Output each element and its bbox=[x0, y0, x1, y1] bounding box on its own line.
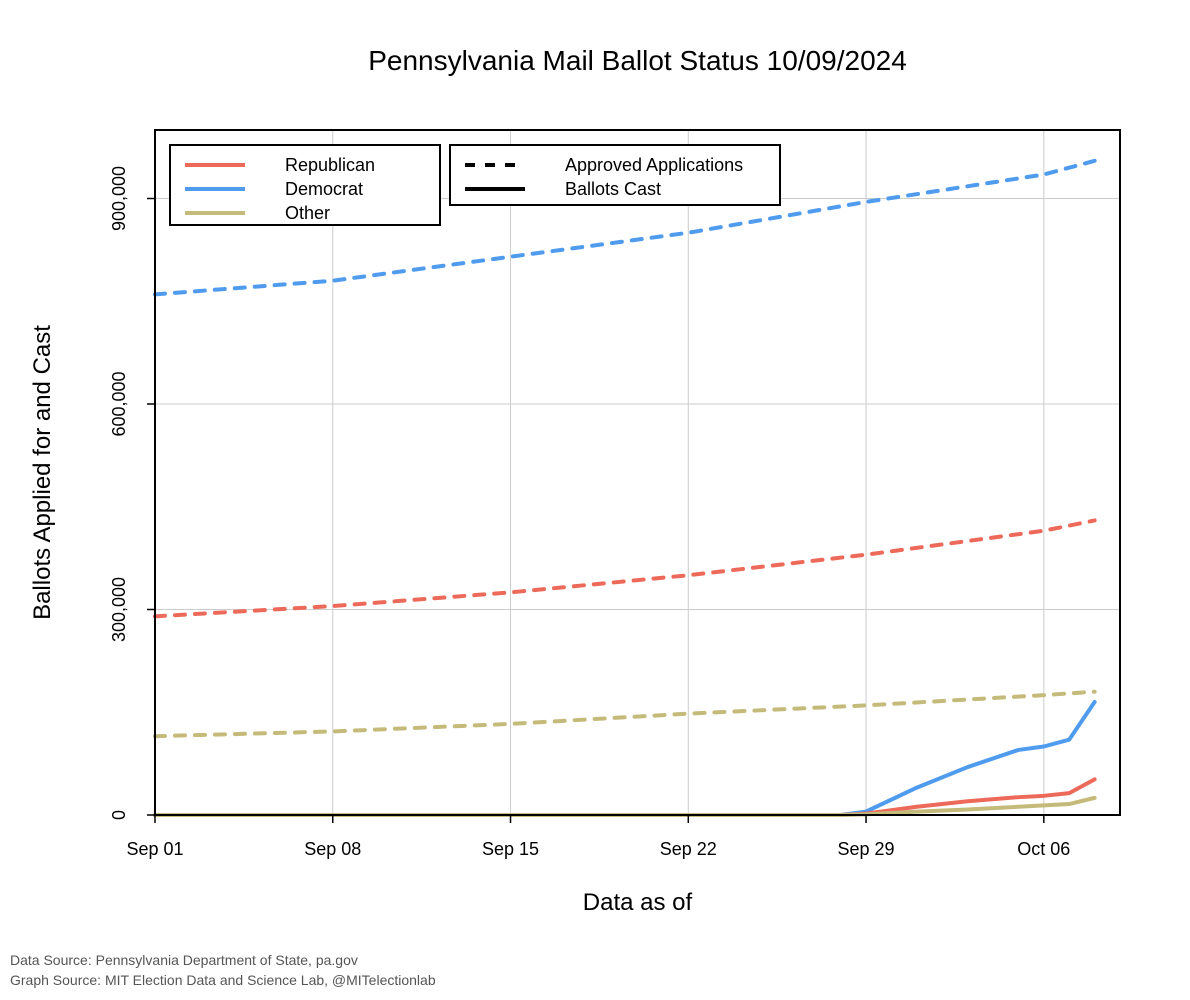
x-tick-label: Sep 08 bbox=[304, 839, 361, 859]
footnote-1: Data Source: Pennsylvania Department of … bbox=[10, 952, 358, 968]
chart-title: Pennsylvania Mail Ballot Status 10/09/20… bbox=[368, 45, 907, 76]
x-tick-label: Sep 15 bbox=[482, 839, 539, 859]
footnote-2: Graph Source: MIT Election Data and Scie… bbox=[10, 972, 436, 988]
chart-container: Pennsylvania Mail Ballot Status 10/09/20… bbox=[0, 0, 1190, 1000]
x-axis-label: Data as of bbox=[583, 889, 693, 916]
x-tick-label: Sep 22 bbox=[660, 839, 717, 859]
y-tick-label: 300,000 bbox=[109, 577, 129, 642]
legend-color-label: Democrat bbox=[285, 179, 363, 199]
y-tick-label: 600,000 bbox=[109, 371, 129, 436]
chart-svg: Pennsylvania Mail Ballot Status 10/09/20… bbox=[0, 0, 1190, 1000]
y-axis-label: Ballots Applied for and Cast bbox=[29, 325, 56, 620]
legend-color-label: Other bbox=[285, 203, 330, 223]
legend-color-label: Republican bbox=[285, 155, 375, 175]
x-tick-label: Sep 01 bbox=[126, 839, 183, 859]
x-tick-label: Oct 06 bbox=[1017, 839, 1070, 859]
x-tick-label: Sep 29 bbox=[838, 839, 895, 859]
y-tick-label: 0 bbox=[109, 810, 129, 820]
y-tick-label: 900,000 bbox=[109, 166, 129, 231]
legend-linetype-label: Approved Applications bbox=[565, 155, 743, 175]
legend-linetype-label: Ballots Cast bbox=[565, 179, 661, 199]
